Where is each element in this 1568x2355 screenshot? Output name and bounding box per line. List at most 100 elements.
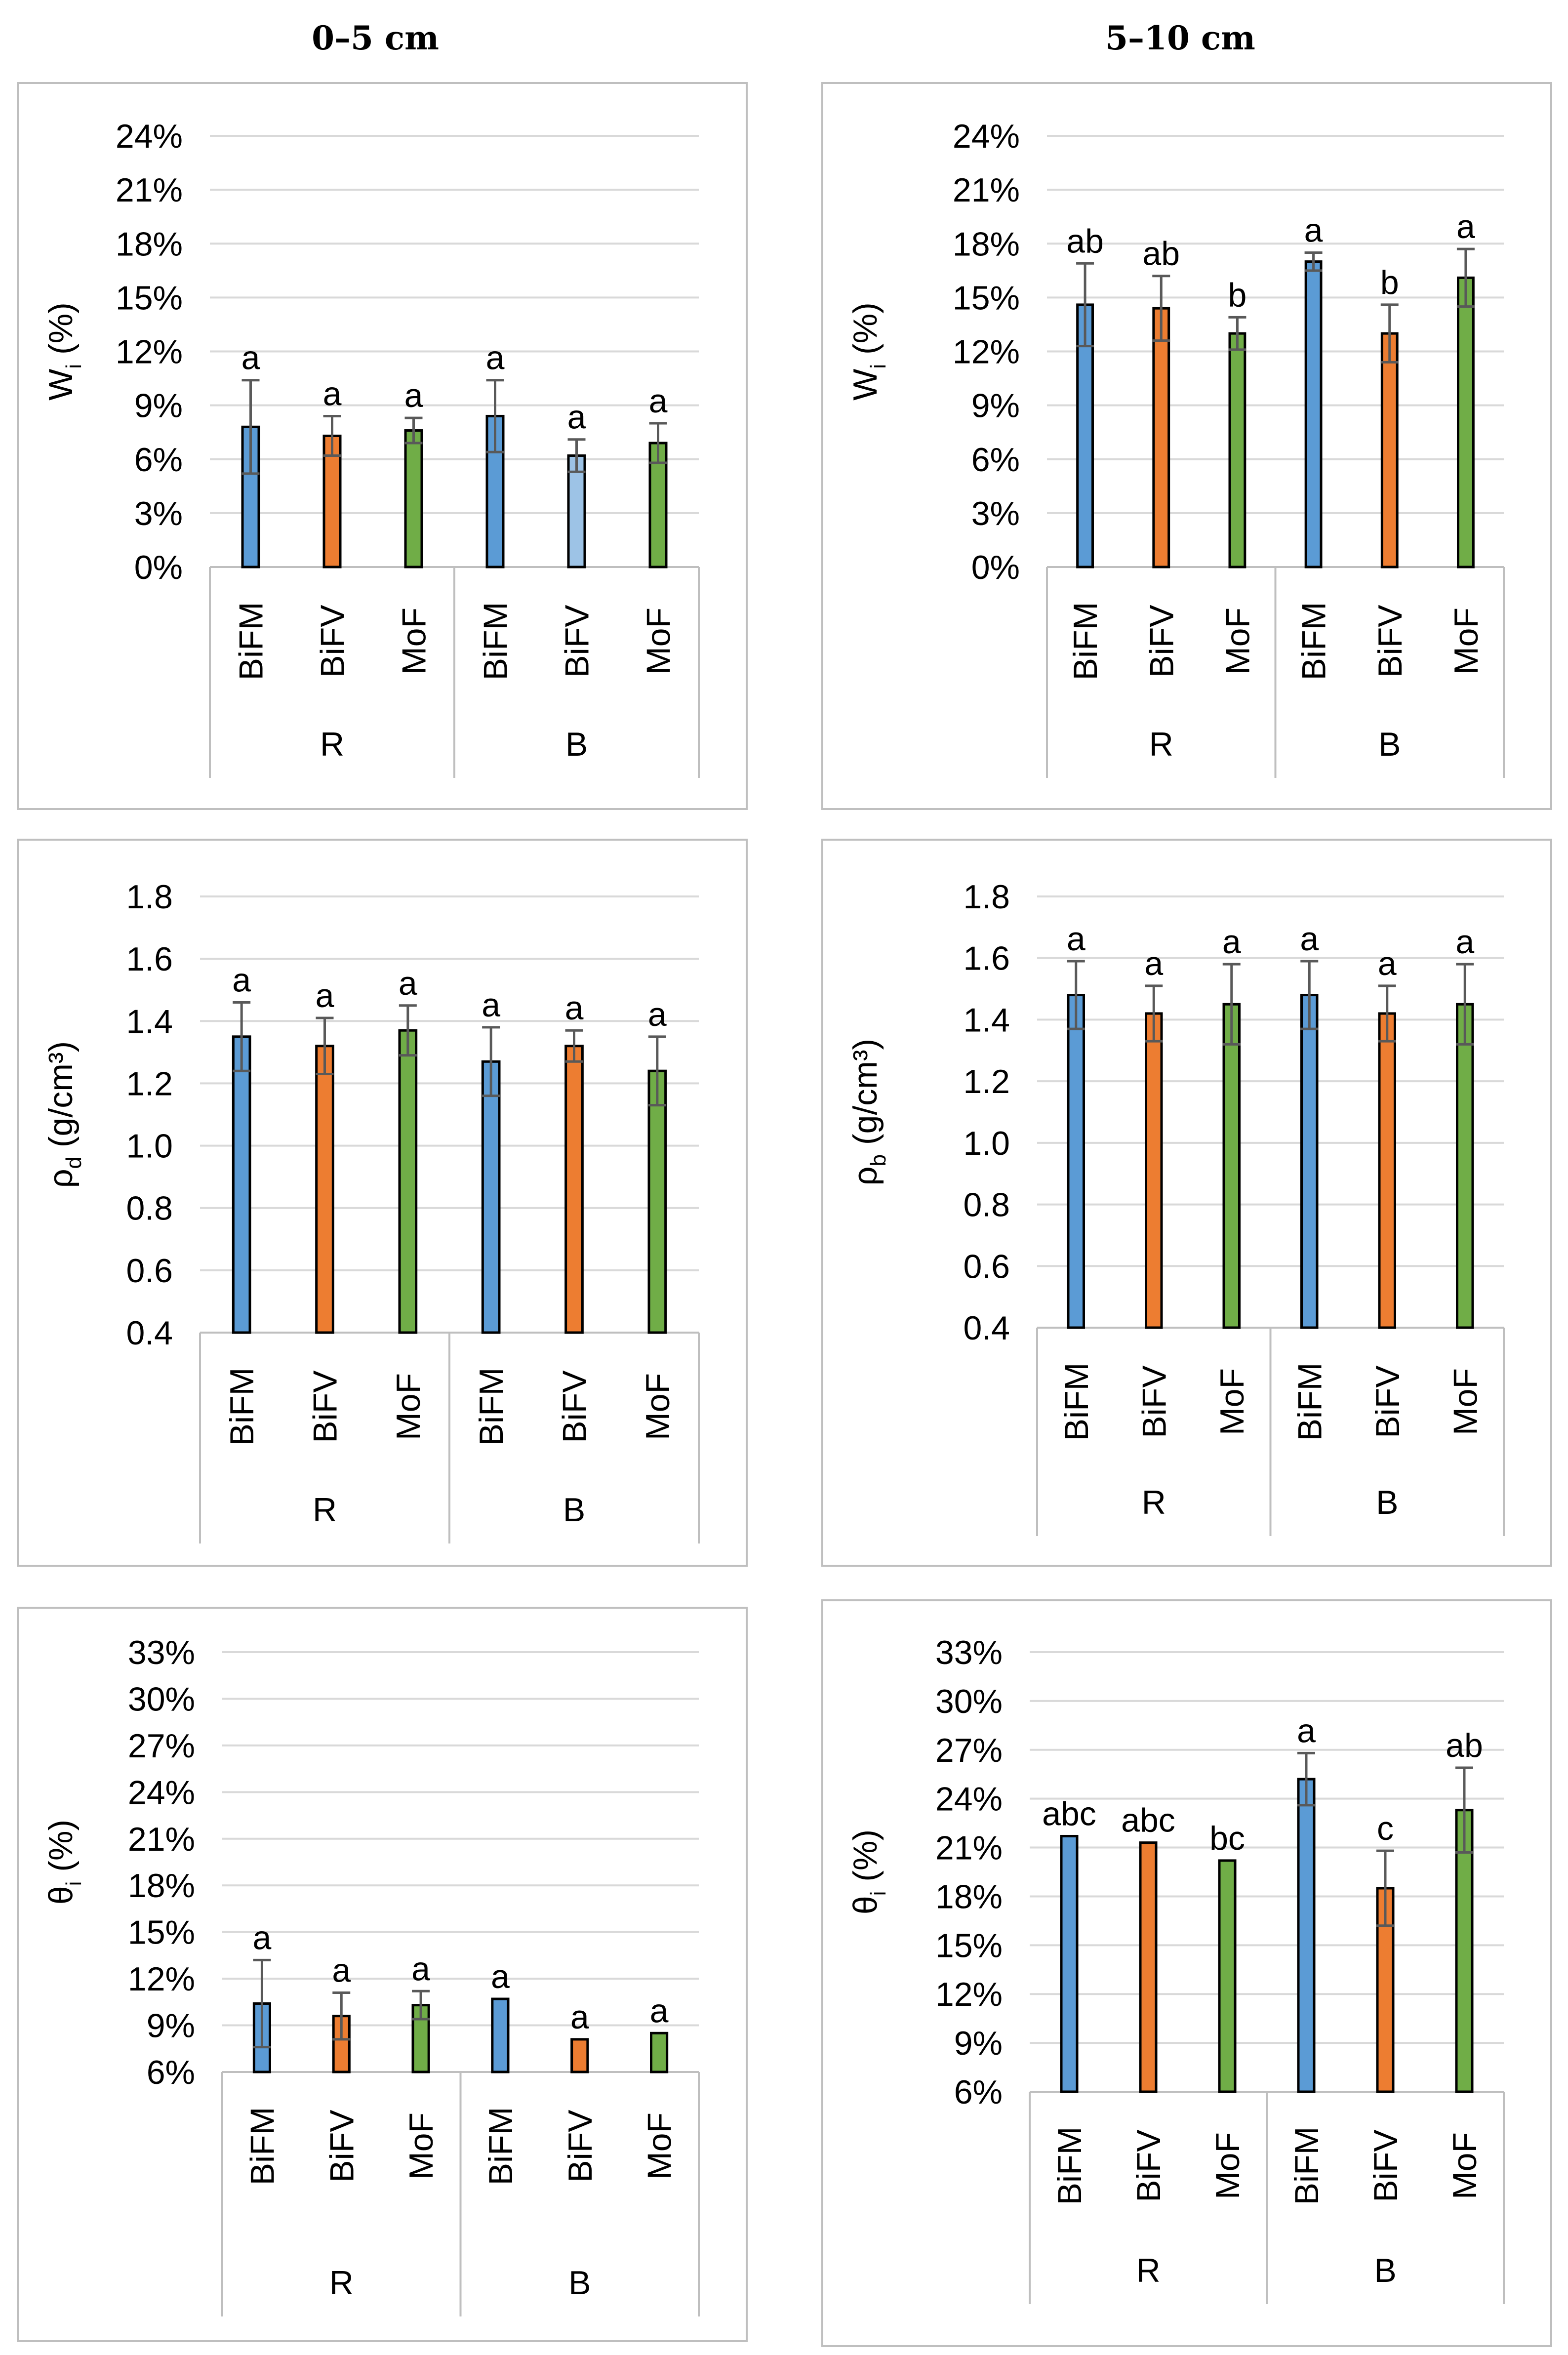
y-axis-label-main: θ [42,1886,80,1905]
bar [1228,332,1246,568]
category-label: BiFM [1067,602,1104,681]
y-tick-label: 27% [128,1727,195,1765]
significance-letter: abc [1121,1802,1175,1839]
chart-panel: 0%3%6%9%12%15%18%21%24%abBiFMabBiFVbMoFa… [821,82,1552,810]
category-label: BiFM [233,602,270,681]
y-axis-label-main: W [42,369,80,401]
category-label: BiFV [1371,605,1409,678]
y-tick-label: 15% [953,279,1020,317]
bar [1145,1012,1163,1329]
significance-letter: a [316,977,334,1015]
chart-frame [821,839,1552,1567]
y-axis-label-subscript: i [866,364,890,369]
y-tick-label: 21% [953,171,1020,209]
category-label: BiFV [559,605,596,678]
category-label: BiFM [1051,2127,1088,2205]
category-label: BiFM [1291,1363,1328,1441]
y-tick-label: 33% [128,1634,195,1671]
y-axis-label-main: θ [846,1896,884,1914]
chart-panel: 6% 9% 12% 15% 18% 21% 24% 27% 30% 33% a BiFM a BiFV a M… [17,1607,748,2342]
category-label: MoF [396,608,433,675]
significance-letter: a [1455,923,1474,961]
y-axis-label-main: ρ [42,1169,80,1188]
y-tick-label: 15% [128,1914,195,1951]
y-tick-label: 1.0 [963,1125,1010,1162]
bar [1297,1778,1316,2093]
significance-letter: a [1222,923,1241,961]
bar [647,1069,667,1334]
y-tick-label: 27% [935,1732,1003,1769]
y-axis-label-subscript: i [866,1891,890,1896]
category-label: BiFV [314,605,352,678]
y-axis-label: ρb (g/cm³) [846,1039,890,1185]
y-tick-label: 1.4 [963,1001,1010,1039]
category-label: BiFV [1135,1365,1173,1438]
y-tick-label: 0% [971,549,1020,586]
bar [1222,1003,1241,1329]
category-label: MoF [1446,2132,1484,2199]
bar [564,1045,584,1334]
bar [232,1035,251,1334]
category-label: BiFV [1369,1365,1407,1438]
category-label: MoF [1213,1368,1251,1435]
bar [1457,276,1475,568]
chart-frame [821,82,1552,810]
y-axis-label: Wi (%) [42,302,86,401]
y-tick-label: 1.8 [963,878,1010,916]
y-axis-label: θi (%) [42,1820,86,1905]
category-label: MoF [1447,608,1485,675]
column-title-right: 5–10 cm [1105,19,1255,57]
significance-letter: a [648,996,667,1033]
category-label: BiFM [477,602,515,681]
group-label: B [1378,726,1401,763]
significance-letter: a [491,1958,510,1995]
y-tick-label: 6% [134,441,183,479]
y-axis-label-subscript: b [866,1154,890,1166]
y-tick-label: 15% [116,279,183,317]
category-label: BiFV [323,2110,361,2183]
y-tick-label: 18% [116,225,183,263]
y-tick-label: 15% [935,1927,1003,1964]
y-axis-label-unit: (g/cm³) [42,1041,80,1157]
y-tick-label: 1.4 [126,1003,173,1040]
y-axis-label-unit: (%) [846,1829,884,1891]
category-label: BiFM [473,1368,510,1446]
significance-letter: a [1300,920,1319,958]
y-tick-label: 9% [971,387,1020,425]
significance-letter: a [1456,208,1475,245]
chart-frame [17,1607,748,2342]
category-label: BiFM [243,2107,281,2186]
y-tick-label: 0.8 [126,1190,173,1227]
y-tick-label: 0.4 [963,1309,1010,1347]
column-title-left: 0–5 cm [312,19,439,57]
category-label: BiFM [1295,602,1333,681]
significance-letter: a [486,339,505,377]
significance-letter: ab [1066,222,1104,260]
chart-panel: 0.4 0.6 0.8 1.0 1.2 1.4 1.6 1.8 a BiFM a BiFV a MoF a B… [17,839,748,1567]
bar [481,1060,501,1334]
y-tick-label: 3% [134,495,183,532]
y-axis-label-main: ρ [846,1166,884,1185]
y-axis-label-subscript: i [62,364,86,369]
group-label: R [313,1491,337,1529]
category-label: BiFV [556,1370,594,1443]
y-tick-label: 24% [128,1774,195,1811]
significance-letter: a [650,1992,669,2030]
category-label: BiFV [307,1370,344,1443]
y-axis-label: ρd (g/cm³) [42,1041,86,1188]
y-tick-label: 1.6 [963,940,1010,977]
bar [1060,1834,1079,2093]
bar [1378,1012,1396,1329]
bar [1152,307,1170,568]
category-label: MoF [639,1373,677,1440]
y-axis-label-unit: (%) [42,302,80,364]
category-label: MoF [640,608,678,675]
y-tick-label: 12% [953,333,1020,371]
y-axis-label: Wi (%) [846,302,890,401]
y-tick-label: 0.8 [963,1186,1010,1224]
chart-panel: 6%9%12%15%18%21%24%27%30%33%abcBiFMabcBi… [821,1599,1552,2347]
category-label: BiFM [482,2107,520,2186]
significance-letter: a [1297,1712,1316,1749]
significance-letter: a [567,399,586,436]
